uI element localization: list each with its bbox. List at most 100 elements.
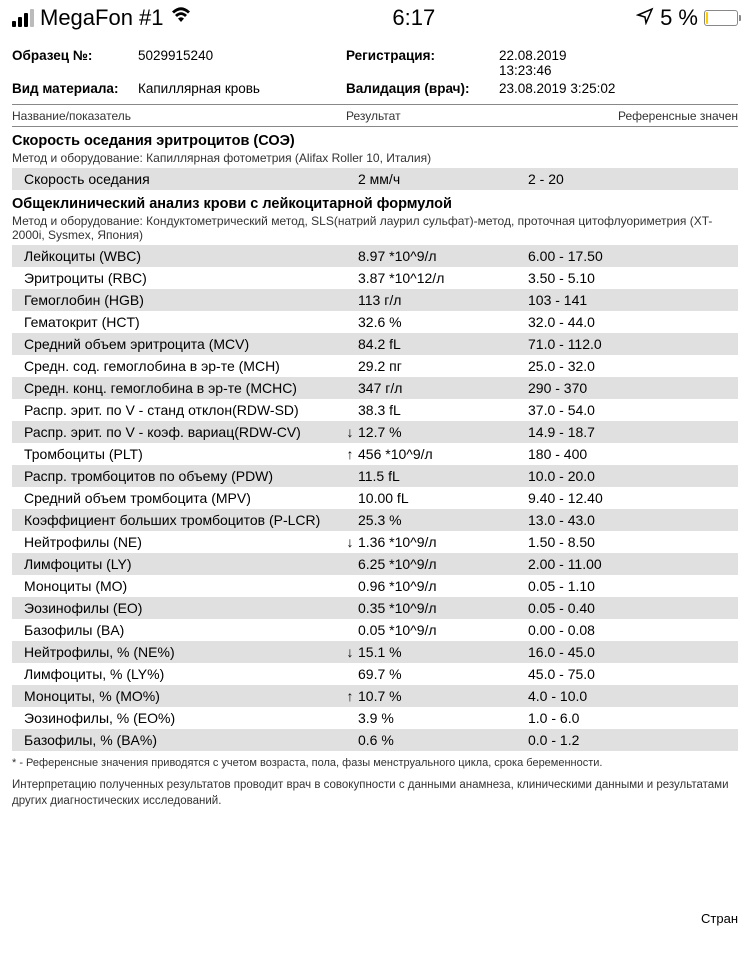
deviation-arrow-icon: ↓ [342,534,358,550]
reference-range: 16.0 - 45.0 [528,644,738,660]
table-row: Средний объем эритроцита (MCV)84.2 fL71.… [12,333,738,355]
table-row: Коэффициент больших тромбоцитов (P-LCR) 2… [12,509,738,531]
table-row: Эозинофилы (EO) 0.35 *10^9/л0.05 - 0.40 [12,597,738,619]
interpretation-note: Интерпретацию полученных результатов про… [12,772,738,815]
reference-range: 103 - 141 [528,292,738,308]
param-name: Гематокрит (HCT) [12,314,342,330]
wifi-icon [170,6,192,30]
reference-range: 13.0 - 43.0 [528,512,738,528]
table-row: Лимфоциты (LY) 6.25 *10^9/л2.00 - 11.00 [12,553,738,575]
table-row: Средний объем тромбоцита (MPV) 10.00 fL9.… [12,487,738,509]
result-value: 10.7 % [358,688,528,704]
table-row: Эритроциты (RBC) 3.87 *10^12/л3.50 - 5.10 [12,267,738,289]
status-left: MegaFon #1 [12,5,192,31]
reference-range: 14.9 - 18.7 [528,424,738,440]
signal-icon [12,9,34,27]
result-value: 8.97 *10^9/л [358,248,528,264]
table-row: Распр. эрит. по V - коэф. вариац(RDW-CV)… [12,421,738,443]
table-row: Лейкоциты (WBC) 8.97 *10^9/л6.00 - 17.50 [12,245,738,267]
deviation-arrow-icon: ↑ [342,446,358,462]
table-row: Распр. тромбоцитов по объему (PDW)11.5 f… [12,465,738,487]
param-name: Средн. сод. гемоглобина в эр-те (MCH) [12,358,342,374]
table-row: Моноциты, % (MO%)↑10.7 %4.0 - 10.0 [12,685,738,707]
param-name: Базофилы (BA) [12,622,342,638]
param-name: Гемоглобин (HGB) [12,292,342,308]
reference-range: 9.40 - 12.40 [528,490,738,506]
param-name: Тромбоциты (PLT) [12,446,342,462]
reference-range: 45.0 - 75.0 [528,666,738,682]
table-row: Моноциты (MO)0.96 *10^9/л0.05 - 1.10 [12,575,738,597]
result-value: 456 *10^9/л [358,446,528,462]
result-value: 32.6 % [358,314,528,330]
result-value: 69.7 % [358,666,528,682]
reference-range: 0.0 - 1.2 [528,732,738,748]
param-name: Скорость оседания [12,171,342,187]
table-row: Гемоглобин (HGB)113 г/л103 - 141 [12,289,738,311]
table-row: Нейтрофилы (NE)↓1.36 *10^9/л1.50 - 8.50 [12,531,738,553]
battery-pct: 5 % [660,5,698,31]
table-row: Нейтрофилы, % (NE%)↓15.1 %16.0 - 45.0 [12,641,738,663]
param-name: Нейтрофилы, % (NE%) [12,644,342,660]
param-name: Коэффициент больших тромбоцитов (P-LCR) [12,512,342,528]
result-value: 38.3 fL [358,402,528,418]
reference-range: 2.00 - 11.00 [528,556,738,572]
result-value: 0.6 % [358,732,528,748]
param-name: Базофилы, % (BA%) [12,732,342,748]
result-value: 12.7 % [358,424,528,440]
param-name: Лейкоциты (WBC) [12,248,342,264]
result-value: 2 мм/ч [358,171,528,187]
result-value: 25.3 % [358,512,528,528]
param-name: Нейтрофилы (NE) [12,534,342,550]
reference-range: 25.0 - 32.0 [528,358,738,374]
validation-label: Валидация (врач): [346,81,491,96]
deviation-arrow-icon: ↑ [342,688,358,704]
param-name: Средний объем эритроцита (MCV) [12,336,342,352]
table-row: Эозинофилы, % (EO%)3.9 %1.0 - 6.0 [12,707,738,729]
result-value: 3.87 *10^12/л [358,270,528,286]
table-row: Тромбоциты (PLT)↑456 *10^9/л180 - 400 [12,443,738,465]
table-row: Скорость оседания 2 мм/ч2 - 20 [12,168,738,190]
reference-range: 3.50 - 5.10 [528,270,738,286]
reference-range: 290 - 370 [528,380,738,396]
reference-range: 2 - 20 [528,171,738,187]
reference-range: 1.0 - 6.0 [528,710,738,726]
param-name: Распр. тромбоцитов по объему (PDW) [12,468,342,484]
param-name: Моноциты, % (MO%) [12,688,342,704]
status-right: 5 % [636,5,738,31]
result-value: 0.96 *10^9/л [358,578,528,594]
result-value: 15.1 % [358,644,528,660]
reference-range: 180 - 400 [528,446,738,462]
result-value: 6.25 *10^9/л [358,556,528,572]
reference-range: 6.00 - 17.50 [528,248,738,264]
reference-range: 0.05 - 0.40 [528,600,738,616]
param-name: Средний объем тромбоцита (MPV) [12,490,342,506]
sample-number-label: Образец №: [12,48,130,78]
page-footer: Стран [701,911,738,926]
material-label: Вид материала: [12,81,130,96]
result-value: 0.35 *10^9/л [358,600,528,616]
table-row: Базофилы (BA)0.05 *10^9/л0.00 - 0.08 [12,619,738,641]
param-name: Распр. эрит. по V - коэф. вариац(RDW-CV) [12,424,342,440]
reference-range: 1.50 - 8.50 [528,534,738,550]
col-name: Название/показатель [12,109,346,123]
result-value: 347 г/л [358,380,528,396]
col-ref: Референсные значен [546,109,738,123]
param-name: Эозинофилы, % (EO%) [12,710,342,726]
method-line: Метод и оборудование: Капиллярная фотоме… [12,151,738,168]
column-headers: Название/показатель Результат Референсны… [12,109,738,127]
registration-value: 22.08.2019 13:23:46 [499,48,619,78]
param-name: Эритроциты (RBC) [12,270,342,286]
carrier-label: MegaFon #1 [40,5,164,31]
sections: Скорость оседания эритроцитов (СОЭ)Метод… [12,127,738,751]
battery-icon [704,10,738,26]
table-row: Распр. эрит. по V - станд отклон(RDW-SD)… [12,399,738,421]
sample-number-value: 5029915240 [138,48,338,78]
table-row: Лимфоциты, % (LY%)69.7 %45.0 - 75.0 [12,663,738,685]
result-value: 10.00 fL [358,490,528,506]
material-value: Капиллярная кровь [138,81,338,96]
param-name: Лимфоциты (LY) [12,556,342,572]
reference-range: 4.0 - 10.0 [528,688,738,704]
param-name: Эозинофилы (EO) [12,600,342,616]
footnote: * - Референсные значения приводятся с уч… [12,751,738,772]
registration-label: Регистрация: [346,48,491,78]
